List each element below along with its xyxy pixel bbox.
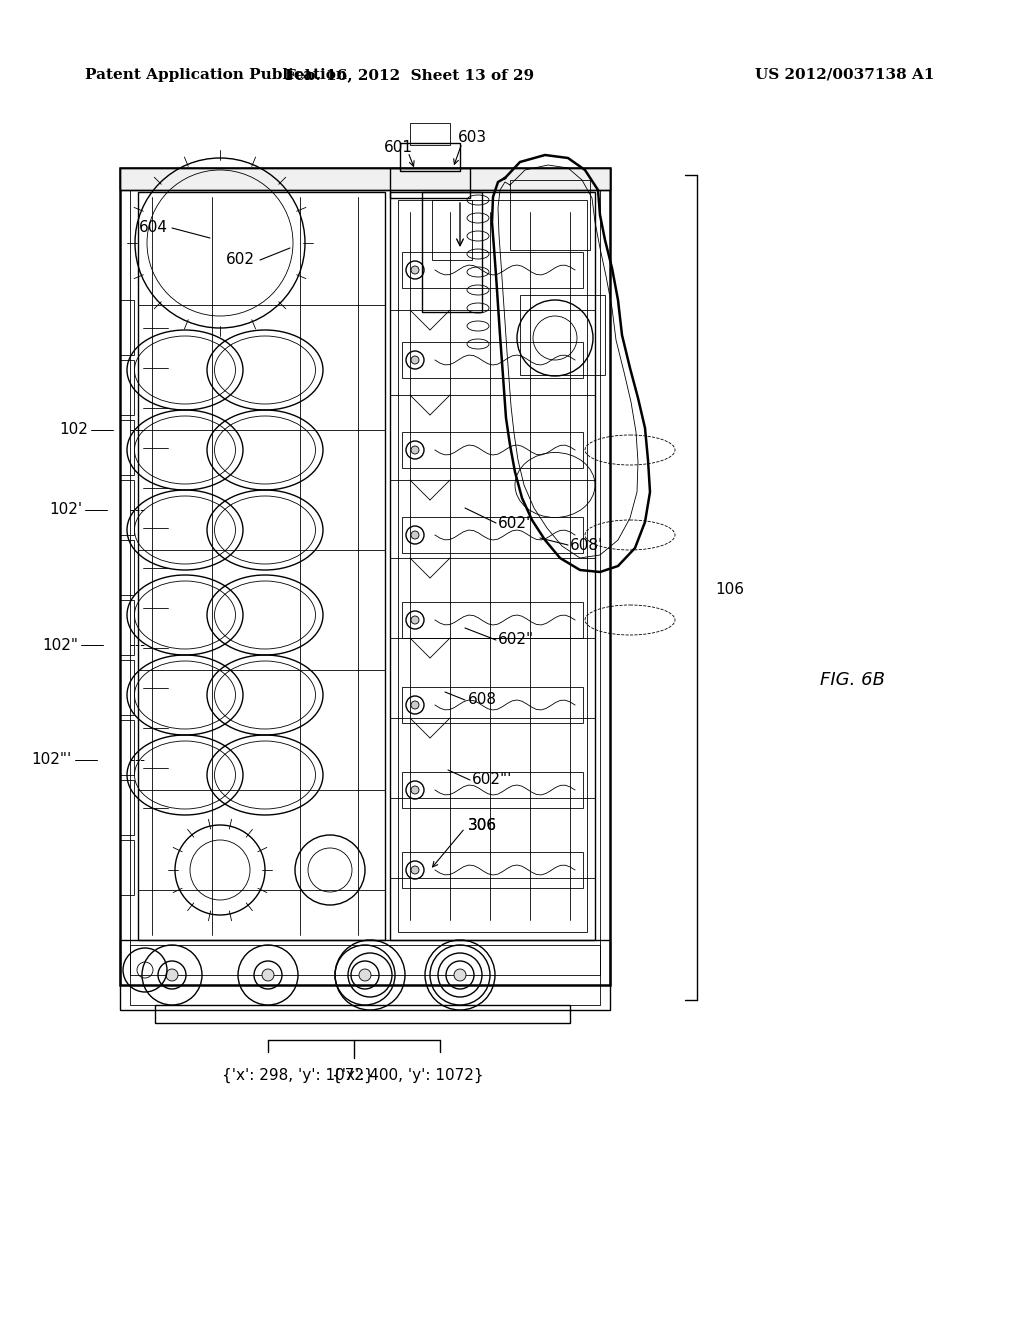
Circle shape — [454, 969, 466, 981]
Circle shape — [411, 531, 419, 539]
Bar — [398, 201, 587, 932]
Text: 608': 608' — [570, 537, 603, 553]
Bar — [402, 517, 583, 553]
Text: Patent Application Publication: Patent Application Publication — [85, 69, 347, 82]
Text: 106: 106 — [715, 582, 744, 598]
Bar — [120, 300, 134, 355]
Circle shape — [411, 267, 419, 275]
Circle shape — [262, 969, 274, 981]
Circle shape — [411, 356, 419, 364]
Bar — [120, 360, 134, 414]
Text: {'x': 400, 'y': 1072}: {'x': 400, 'y': 1072} — [332, 1068, 483, 1082]
Bar — [120, 840, 134, 895]
Bar — [402, 342, 583, 378]
Bar — [155, 1005, 570, 1023]
Bar — [120, 480, 134, 535]
Bar — [432, 201, 472, 260]
Bar — [402, 432, 583, 469]
Text: FIG. 6B: FIG. 6B — [820, 671, 885, 689]
Bar — [510, 180, 590, 249]
Bar — [520, 294, 605, 375]
Bar — [390, 191, 595, 940]
Circle shape — [411, 866, 419, 874]
Bar — [130, 178, 600, 975]
Bar — [422, 191, 482, 312]
Bar — [120, 168, 610, 190]
Bar — [400, 143, 460, 172]
Bar — [120, 168, 610, 985]
Bar — [120, 719, 134, 775]
Text: 602": 602" — [498, 632, 535, 648]
Bar — [120, 940, 610, 1010]
Text: 604: 604 — [139, 220, 168, 235]
Bar — [410, 123, 450, 145]
Text: 306: 306 — [468, 817, 497, 833]
Text: {'x': 298, 'y': 1072}: {'x': 298, 'y': 1072} — [222, 1068, 374, 1082]
Text: Feb. 16, 2012  Sheet 13 of 29: Feb. 16, 2012 Sheet 13 of 29 — [286, 69, 535, 82]
Circle shape — [411, 446, 419, 454]
Bar — [120, 420, 134, 475]
Bar — [120, 540, 134, 595]
Text: 102': 102' — [49, 503, 82, 517]
Text: US 2012/0037138 A1: US 2012/0037138 A1 — [755, 69, 935, 82]
Text: 102: 102 — [59, 422, 88, 437]
Text: 608: 608 — [468, 693, 497, 708]
Bar — [120, 780, 134, 836]
Circle shape — [411, 701, 419, 709]
Text: 306: 306 — [468, 817, 497, 833]
Circle shape — [411, 616, 419, 624]
Circle shape — [411, 785, 419, 795]
Bar — [402, 772, 583, 808]
Bar — [402, 602, 583, 638]
Bar — [390, 168, 470, 198]
Bar — [402, 686, 583, 723]
Text: 602"': 602"' — [472, 772, 512, 788]
Bar — [130, 945, 600, 1005]
Text: 102"': 102"' — [32, 752, 72, 767]
Bar — [120, 660, 134, 715]
Text: 102": 102" — [42, 638, 78, 652]
Bar — [402, 851, 583, 888]
Circle shape — [359, 969, 371, 981]
Text: 603: 603 — [458, 131, 487, 145]
Bar — [120, 601, 134, 655]
Bar — [138, 191, 385, 940]
Circle shape — [166, 969, 178, 981]
Text: 601: 601 — [384, 140, 413, 156]
Text: 602': 602' — [498, 516, 531, 531]
Text: 602: 602 — [226, 252, 255, 268]
Bar — [120, 168, 610, 190]
Bar — [402, 252, 583, 288]
